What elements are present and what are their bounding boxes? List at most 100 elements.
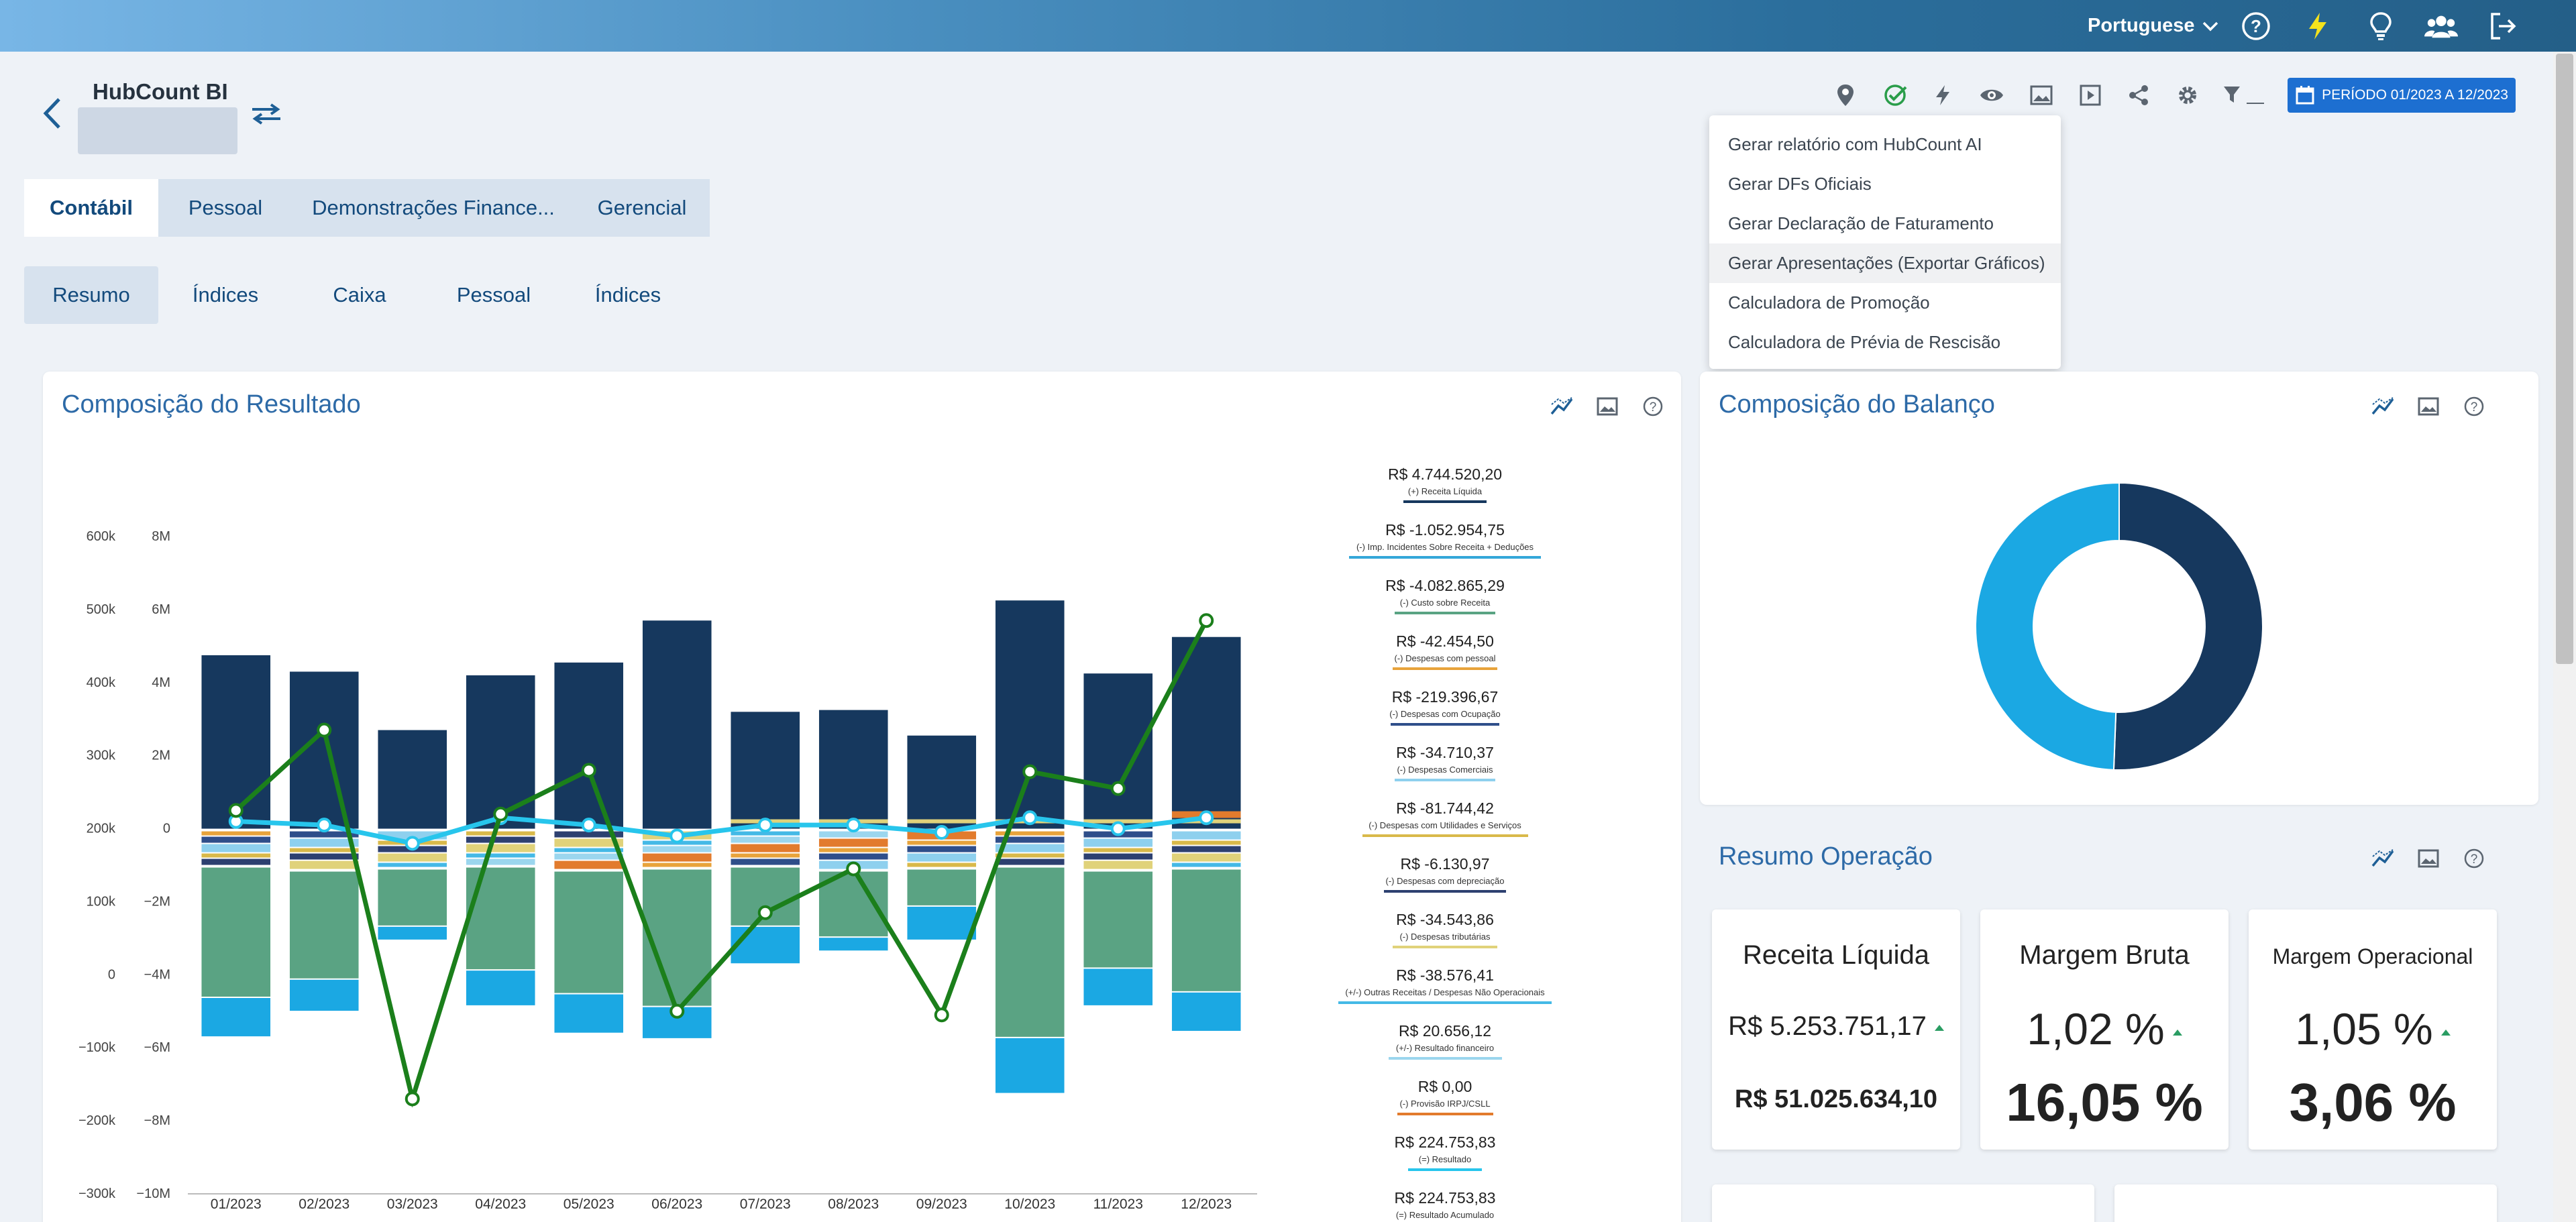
legend-entry[interactable]: R$ 20.656,12 (+/-) Resultado financeiro bbox=[1318, 1022, 1572, 1060]
chart-type-icon[interactable] bbox=[2371, 394, 2395, 419]
resultado-acumulado-point[interactable] bbox=[1022, 764, 1038, 779]
bar-impostos-deducoes[interactable] bbox=[1171, 992, 1241, 1031]
resultado-acumulado-point[interactable] bbox=[669, 1003, 685, 1019]
menu-item-export-presentations[interactable]: Gerar Apresentações (Exportar Gráficos) bbox=[1709, 243, 2061, 283]
bar-receita-liquida[interactable] bbox=[1083, 673, 1153, 829]
resultado-acumulado-point[interactable] bbox=[228, 803, 244, 818]
resultado-line[interactable] bbox=[235, 815, 1207, 846]
resultado-point[interactable] bbox=[405, 836, 420, 851]
legend-entry[interactable]: R$ 4.744.520,20 (+) Receita Líquida bbox=[1318, 465, 1572, 503]
bar-small-expense[interactable] bbox=[731, 853, 800, 858]
resultado-point[interactable] bbox=[757, 818, 773, 833]
help-icon[interactable]: ? bbox=[2239, 9, 2273, 43]
language-selector[interactable]: Portuguese bbox=[2088, 15, 2219, 37]
help-icon[interactable]: ? bbox=[2462, 846, 2486, 871]
resultado-acumulado-point[interactable] bbox=[581, 763, 596, 778]
lightning-icon[interactable] bbox=[2301, 9, 2334, 43]
bar-small-expense[interactable] bbox=[818, 853, 888, 860]
bar-small-expense[interactable] bbox=[289, 848, 359, 852]
bar-small-expense[interactable] bbox=[289, 860, 359, 869]
resultado-acumulado-point[interactable] bbox=[757, 905, 773, 920]
resultado-point[interactable] bbox=[669, 828, 685, 844]
menu-item-hubcount-ai-report[interactable]: Gerar relatório com HubCount AI bbox=[1728, 134, 1982, 154]
bar-custo-receita[interactable] bbox=[554, 871, 624, 993]
bar-impostos-deducoes[interactable] bbox=[818, 938, 888, 951]
bar-small-expense[interactable] bbox=[642, 863, 712, 867]
bar-small-expense[interactable] bbox=[466, 853, 535, 858]
subtab-resumo[interactable]: Resumo bbox=[24, 266, 158, 324]
filter-icon[interactable] bbox=[2222, 82, 2269, 109]
bar-small-expense[interactable] bbox=[466, 844, 535, 852]
bar-receita-liquida[interactable] bbox=[378, 730, 447, 829]
bar-custo-receita[interactable] bbox=[995, 867, 1065, 1037]
legend-entry[interactable]: R$ -34.543,86 (-) Despesas tributárias bbox=[1318, 911, 1572, 948]
bar-small-expense[interactable] bbox=[466, 836, 535, 843]
bar-receita-liquida[interactable] bbox=[466, 675, 535, 829]
lightning-icon[interactable] bbox=[1929, 82, 1956, 109]
bar-small-expense[interactable] bbox=[731, 844, 800, 852]
bar-receita-liquida[interactable] bbox=[907, 735, 977, 829]
legend-entry[interactable]: R$ -1.052.954,75 (-) Imp. Incidentes Sobr… bbox=[1318, 521, 1572, 559]
image-icon[interactable] bbox=[2416, 846, 2440, 871]
swap-company-icon[interactable] bbox=[250, 101, 283, 127]
bar-impostos-deducoes[interactable] bbox=[995, 1038, 1065, 1093]
bar-impostos-deducoes[interactable] bbox=[289, 979, 359, 1011]
bar-custo-receita[interactable] bbox=[289, 871, 359, 979]
bar-small-expense[interactable] bbox=[995, 836, 1065, 843]
bar-small-expense[interactable] bbox=[201, 844, 271, 852]
bar-small-expense[interactable] bbox=[642, 853, 712, 862]
subtab-pessoal[interactable]: Pessoal bbox=[456, 283, 531, 307]
resultado-acumulado-point[interactable] bbox=[1199, 613, 1214, 628]
bar-small-expense[interactable] bbox=[201, 853, 271, 858]
menu-item-revenue-declaration[interactable]: Gerar Declaração de Faturamento bbox=[1728, 213, 1994, 233]
bar-receita-liquida[interactable] bbox=[995, 600, 1065, 829]
bar-small-expense[interactable] bbox=[995, 858, 1065, 865]
menu-item-promotion-calculator[interactable]: Calculadora de Promoção bbox=[1728, 292, 1930, 313]
play-icon[interactable] bbox=[2077, 82, 2104, 109]
resultado-acumulado-point[interactable] bbox=[493, 806, 508, 822]
donut-slice[interactable] bbox=[2112, 482, 2263, 771]
bar-custo-receita[interactable] bbox=[1171, 869, 1241, 991]
legend-entry[interactable]: R$ -42.454,50 (-) Despesas com pessoal bbox=[1318, 632, 1572, 670]
bar-impostos-deducoes[interactable] bbox=[378, 926, 447, 940]
eye-icon[interactable] bbox=[1978, 82, 2005, 109]
bar-small-expense[interactable] bbox=[554, 838, 624, 847]
lightbulb-icon[interactable] bbox=[2364, 9, 2398, 43]
bar-receita-liquida[interactable] bbox=[731, 712, 800, 829]
bar-small-expense[interactable] bbox=[289, 831, 359, 838]
resultado-point[interactable] bbox=[1199, 810, 1214, 826]
resultado-acumulado-point[interactable] bbox=[846, 861, 861, 877]
bar-small-expense[interactable] bbox=[731, 858, 800, 865]
bar-small-expense[interactable] bbox=[466, 858, 535, 865]
resultado-acumulado-line[interactable] bbox=[234, 619, 1209, 1108]
resultado-point[interactable] bbox=[581, 818, 596, 833]
bar-small-expense[interactable] bbox=[554, 848, 624, 852]
bar-impostos-deducoes[interactable] bbox=[907, 906, 977, 940]
subtab-indices[interactable]: Índices bbox=[192, 283, 259, 307]
bar-small-expense[interactable] bbox=[201, 836, 271, 843]
chart-type-icon[interactable] bbox=[2371, 846, 2395, 871]
bar-custo-receita[interactable] bbox=[907, 869, 977, 905]
bar-impostos-deducoes[interactable] bbox=[554, 994, 624, 1033]
bar-impostos-deducoes[interactable] bbox=[201, 998, 271, 1037]
resultado-acumulado-point[interactable] bbox=[405, 1091, 420, 1107]
bar-receita-liquida[interactable] bbox=[554, 662, 624, 829]
location-pin-icon[interactable] bbox=[1832, 82, 1859, 109]
bar-small-expense[interactable] bbox=[554, 853, 624, 860]
period-button[interactable]: PERÍODO 01/2023 A 12/2023 bbox=[2288, 78, 2516, 113]
help-icon[interactable]: ? bbox=[1641, 394, 1665, 419]
bar-small-expense[interactable] bbox=[1083, 860, 1153, 869]
bar-receita-liquida[interactable] bbox=[818, 710, 888, 829]
image-icon[interactable] bbox=[2028, 82, 2055, 109]
bar-impostos-deducoes[interactable] bbox=[466, 970, 535, 1005]
legend-entry[interactable]: R$ -4.082.865,29 (-) Custo sobre Receita bbox=[1318, 577, 1572, 614]
donut-slice[interactable] bbox=[1975, 482, 2120, 771]
bar-small-expense[interactable] bbox=[1171, 831, 1241, 840]
bar-custo-receita[interactable] bbox=[466, 867, 535, 970]
subtab-caixa[interactable]: Caixa bbox=[333, 283, 386, 307]
subtab-indices-2[interactable]: Índices bbox=[594, 283, 661, 307]
menu-item-official-dfs[interactable]: Gerar DFs Oficiais bbox=[1728, 174, 1872, 194]
resultado-point[interactable] bbox=[317, 818, 332, 833]
bar-small-expense[interactable] bbox=[1171, 863, 1241, 867]
bar-custo-receita[interactable] bbox=[1083, 871, 1153, 968]
